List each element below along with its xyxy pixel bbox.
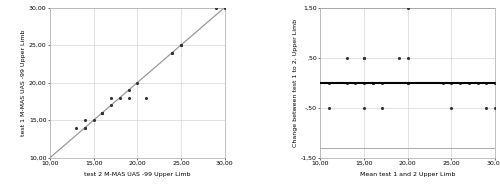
Point xyxy=(168,51,176,54)
Point xyxy=(212,6,220,9)
Point xyxy=(81,126,89,129)
Point xyxy=(116,96,124,99)
Point xyxy=(360,56,368,59)
Point xyxy=(81,126,89,129)
Point xyxy=(98,111,106,114)
Point xyxy=(360,81,368,84)
Point xyxy=(142,96,150,99)
Point xyxy=(465,81,473,84)
Point xyxy=(98,111,106,114)
Point xyxy=(360,56,368,59)
Point xyxy=(177,44,185,47)
Point xyxy=(482,81,490,84)
Point xyxy=(438,81,446,84)
Point xyxy=(325,81,333,84)
Point xyxy=(72,126,80,129)
Point xyxy=(352,81,360,84)
Point xyxy=(98,111,106,114)
Point xyxy=(134,81,141,84)
Point xyxy=(395,56,403,59)
Point xyxy=(342,81,350,84)
Point xyxy=(474,81,482,84)
Point xyxy=(168,51,176,54)
Point xyxy=(378,106,386,109)
Point xyxy=(369,81,377,84)
Point xyxy=(107,96,115,99)
Y-axis label: test 1 M-MAS UAS -99 Upper Limb: test 1 M-MAS UAS -99 Upper Limb xyxy=(21,29,26,136)
Point xyxy=(220,6,228,9)
Point xyxy=(378,81,386,84)
X-axis label: Mean test 1 and 2 Upper Limb: Mean test 1 and 2 Upper Limb xyxy=(360,172,456,177)
Point xyxy=(491,106,499,109)
Point xyxy=(107,104,115,107)
Point xyxy=(448,81,456,84)
Point xyxy=(404,81,411,84)
Point xyxy=(448,106,456,109)
Point xyxy=(369,81,377,84)
Point xyxy=(404,56,411,59)
Point xyxy=(177,44,185,47)
Point xyxy=(81,119,89,122)
Point xyxy=(404,6,411,9)
X-axis label: test 2 M-MAS UAS -99 Upper Limb: test 2 M-MAS UAS -99 Upper Limb xyxy=(84,172,190,177)
Point xyxy=(124,96,132,99)
Y-axis label: Change between test 1 to 2, Upper Limb: Change between test 1 to 2, Upper Limb xyxy=(294,19,298,147)
Point xyxy=(360,106,368,109)
Point xyxy=(491,81,499,84)
Point xyxy=(404,81,411,84)
Point xyxy=(124,89,132,92)
Point xyxy=(482,106,490,109)
Point xyxy=(90,119,98,122)
Point xyxy=(325,106,333,109)
Point xyxy=(456,81,464,84)
Point xyxy=(342,56,350,59)
